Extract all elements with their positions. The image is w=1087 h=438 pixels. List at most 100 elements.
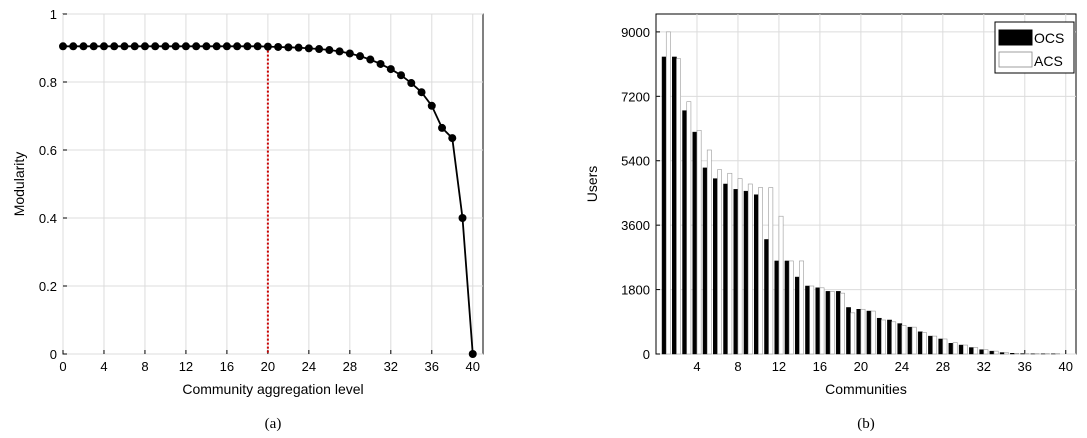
bar-acs xyxy=(676,58,681,355)
y-axis-label-b: Users xyxy=(584,166,600,203)
data-point xyxy=(79,42,88,51)
bar-ocs xyxy=(979,349,985,355)
bar-ocs xyxy=(928,335,933,355)
bar-ocs xyxy=(672,56,677,355)
series-a xyxy=(59,42,477,358)
x-tick-label: 20 xyxy=(261,359,275,374)
bar-ocs xyxy=(815,287,821,355)
bar-acs xyxy=(881,319,886,355)
data-point xyxy=(417,88,426,97)
x-tick-label: 28 xyxy=(343,359,357,374)
data-point xyxy=(468,350,477,358)
data-point xyxy=(202,42,211,51)
data-point xyxy=(233,42,242,51)
y-tick-label: 0 xyxy=(643,347,650,362)
bar-ocs xyxy=(887,319,892,355)
bar-ocs xyxy=(999,352,1005,355)
bar-acs xyxy=(860,308,866,355)
x-tick-label: 16 xyxy=(220,359,234,374)
x-tick-label: 8 xyxy=(734,359,741,374)
data-point xyxy=(253,42,262,51)
x-tick-label: 40 xyxy=(1059,359,1073,374)
data-point xyxy=(263,42,272,51)
bar-ocs xyxy=(835,291,841,355)
bar-ocs xyxy=(846,307,851,355)
bar-ocs xyxy=(907,326,913,355)
data-point xyxy=(448,134,457,143)
data-point xyxy=(120,42,129,51)
bar-acs xyxy=(788,260,794,355)
bar-acs xyxy=(778,215,784,355)
ticks-b: 4 8 12 16 20 24 28 32 36 40 0 1800 3600 5400 7200 9000 xyxy=(621,25,1073,374)
bar-acs xyxy=(799,260,804,355)
bar-ocs xyxy=(692,131,698,355)
bar-acs xyxy=(727,172,733,355)
data-point xyxy=(130,42,139,51)
bar-acs xyxy=(963,344,968,355)
data-point xyxy=(89,42,98,51)
bar-acs xyxy=(706,149,712,355)
data-point xyxy=(212,42,221,51)
bar-ocs xyxy=(969,347,974,355)
bar-ocs xyxy=(682,110,687,355)
y-tick-label: 0.4 xyxy=(39,211,57,226)
x-tick-label: 32 xyxy=(977,359,991,374)
data-point xyxy=(315,45,324,54)
data-point xyxy=(284,43,293,52)
y-tick-label: 3600 xyxy=(621,218,650,233)
data-point xyxy=(427,101,436,110)
y-tick-label: 0.6 xyxy=(39,143,57,158)
legend-label-acs: ACS xyxy=(1034,53,1063,69)
bar-acs xyxy=(922,332,927,355)
bars-b xyxy=(661,31,1061,355)
x-tick-label: 8 xyxy=(141,359,148,374)
bar-acs xyxy=(870,310,876,355)
data-point xyxy=(151,42,160,51)
data-point xyxy=(140,42,149,51)
bar-ocs xyxy=(713,178,718,355)
data-point xyxy=(397,71,406,80)
bar-acs xyxy=(747,183,753,355)
legend-b: OCS ACS xyxy=(994,21,1075,74)
data-point xyxy=(304,44,313,53)
bar-ocs xyxy=(794,276,800,355)
data-point xyxy=(192,42,201,51)
bar-ocs xyxy=(733,189,739,355)
bar-acs xyxy=(993,350,999,355)
caption-b: (b) xyxy=(857,416,875,432)
bar-acs xyxy=(891,321,897,355)
x-tick-label: 20 xyxy=(854,359,868,374)
x-tick-label: 12 xyxy=(772,359,786,374)
bar-acs xyxy=(665,31,671,355)
x-tick-label: 28 xyxy=(936,359,950,374)
x-tick-label: 4 xyxy=(693,359,700,374)
y-tick-label: 0 xyxy=(50,347,57,362)
bar-ocs xyxy=(774,260,780,355)
legend-swatch-acs xyxy=(998,51,1033,68)
community-size-chart: 4 8 12 16 20 24 28 32 36 40018003600540072009000 … xyxy=(584,13,1077,432)
bar-acs xyxy=(952,342,958,355)
data-point xyxy=(181,42,190,51)
bar-acs xyxy=(696,130,702,355)
x-tick-label: 24 xyxy=(895,359,909,374)
y-tick-label: 0.8 xyxy=(39,75,57,90)
data-point xyxy=(438,123,447,132)
data-point xyxy=(171,42,180,51)
x-tick-label: 36 xyxy=(1018,359,1032,374)
y-tick-label: 9000 xyxy=(621,25,650,40)
x-tick-label: 0 xyxy=(59,359,66,374)
x-tick-label: 36 xyxy=(425,359,439,374)
bar-ocs xyxy=(866,310,872,355)
bar-acs xyxy=(819,287,825,355)
bar-ocs xyxy=(825,291,831,355)
data-point xyxy=(345,49,354,58)
bar-ocs xyxy=(948,343,954,355)
legend-label-ocs: OCS xyxy=(1034,30,1064,46)
bar-ocs xyxy=(856,309,862,355)
bar-acs xyxy=(686,101,692,355)
bar-acs xyxy=(901,325,907,355)
data-point xyxy=(386,65,395,74)
data-point xyxy=(99,42,108,51)
bar-acs xyxy=(768,187,774,355)
